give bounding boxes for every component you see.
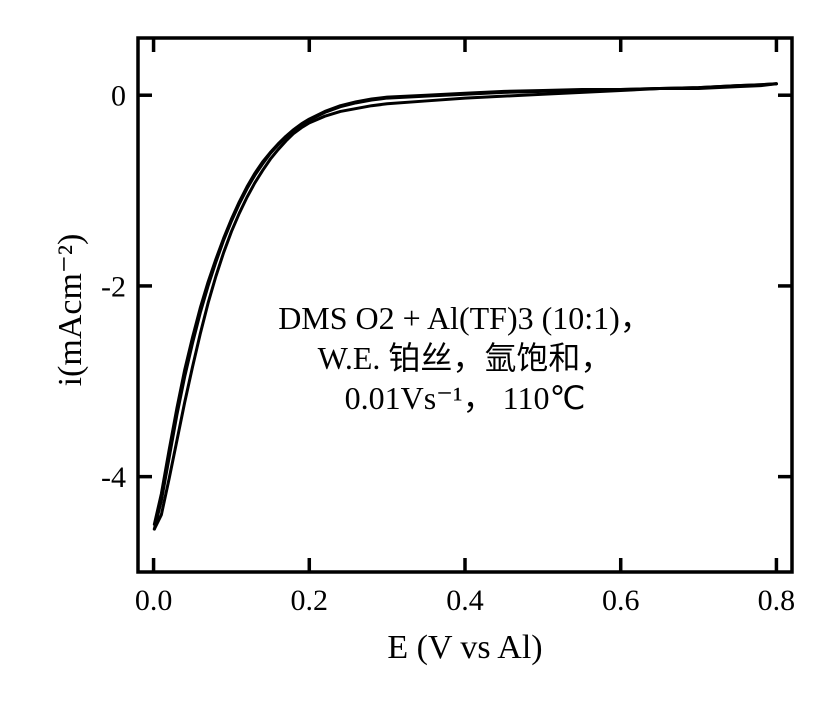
x-axis-label: E (V vs Al) [387,629,542,666]
x-tick-label: 0.4 [446,584,484,617]
x-tick-label: 0.6 [602,584,640,617]
cv-figure: 0.0 0.2 0.4 0.6 0.8 -4 -2 0 E (V vs Al) DMS O2 + … [0,0,840,704]
cv-plot-svg: 0.0 0.2 0.4 0.6 0.8 -4 -2 0 E (V vs Al) DMS O2 + … [0,0,840,704]
y-tick-label: -2 [101,270,126,303]
x-tick-label: 0.8 [758,584,796,617]
y-axis-label: i(mAcm⁻²) [50,210,90,410]
x-tick-label: 0.0 [135,584,173,617]
annotation-line: 0.01Vs⁻¹， 110℃ [345,380,586,416]
y-axis-label-text: i(mAcm⁻²) [52,234,89,387]
y-tick-label: 0 [111,80,126,113]
y-tick-label: -4 [101,461,126,494]
x-tick-label: 0.2 [291,584,329,617]
annotation-line: W.E. 铂丝，氩饱和， [318,340,613,376]
annotation-line: DMS O2 + Al(TF)3 (10:1)， [278,300,652,336]
